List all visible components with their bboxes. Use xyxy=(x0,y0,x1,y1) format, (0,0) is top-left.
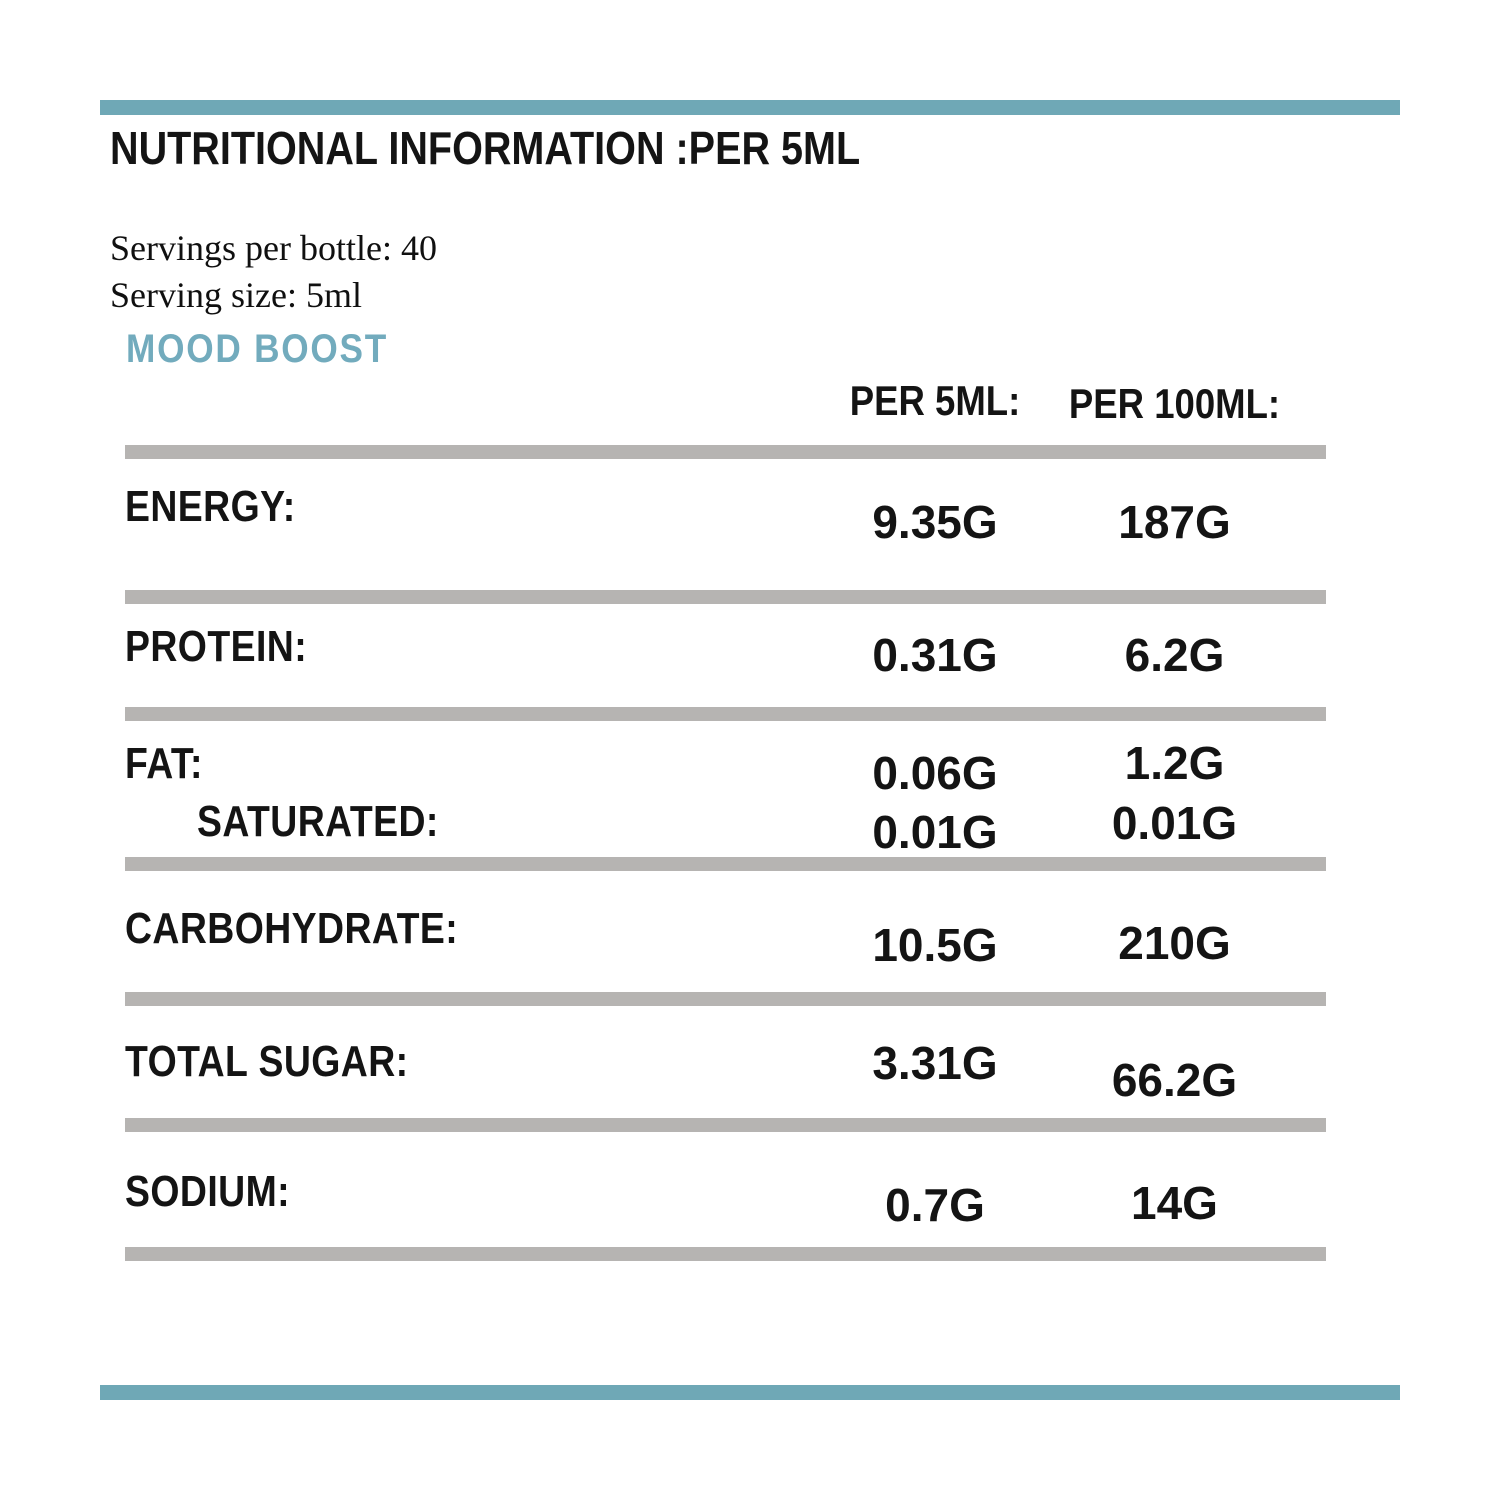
saturated-fat-label: SATURATED: xyxy=(197,797,439,846)
serving-size: Serving size: 5ml xyxy=(110,275,362,315)
page-title: NUTRITIONAL INFORMATION :PER 5ML xyxy=(110,122,861,174)
sodium-per-5ml-value: 0.7G xyxy=(885,1179,985,1231)
divider-line xyxy=(125,857,1326,871)
energy-label: ENERGY: xyxy=(125,482,296,531)
top-accent-bar xyxy=(100,100,1400,115)
fat-per-5ml-value: 0.06G xyxy=(872,747,998,799)
divider-line xyxy=(125,1118,1326,1132)
saturated-fat-per-5ml-value: 0.01G xyxy=(872,806,998,858)
column-header-per-100ml: PER 100ML: xyxy=(1068,380,1281,427)
divider-line xyxy=(125,1247,1326,1261)
fat-per-100ml-value: 1.2G xyxy=(1124,737,1225,789)
energy-per-5ml-value: 9.35G xyxy=(872,496,998,548)
column-header-per-5ml: PER 5ML: xyxy=(849,377,1021,424)
divider-line xyxy=(125,590,1326,604)
sodium-per-100ml-value: 14G xyxy=(1131,1177,1218,1229)
product-name: MOOD BOOST xyxy=(126,327,389,371)
divider-line xyxy=(125,445,1326,459)
total-sugar-label: TOTAL SUGAR: xyxy=(125,1037,409,1086)
fat-label: FAT: xyxy=(125,739,203,788)
bottom-accent-bar xyxy=(100,1385,1400,1400)
total-sugar-per-5ml-value: 3.31G xyxy=(872,1037,998,1089)
sodium-label: SODIUM: xyxy=(125,1167,291,1216)
divider-line xyxy=(125,707,1326,721)
protein-label: PROTEIN: xyxy=(125,622,308,671)
protein-per-100ml-value: 6.2G xyxy=(1124,629,1225,681)
servings-per-bottle: Servings per bottle: 40 xyxy=(110,228,437,268)
total-sugar-per-100ml-value: 66.2G xyxy=(1111,1054,1238,1106)
carbohydrate-per-100ml-value: 210G xyxy=(1118,917,1231,969)
carbohydrate-per-5ml-value: 10.5G xyxy=(872,919,998,971)
energy-per-100ml-value: 187G xyxy=(1118,496,1231,548)
divider-line xyxy=(125,992,1326,1006)
carbohydrate-label: CARBOHYDRATE: xyxy=(125,904,459,953)
protein-per-5ml-value: 0.31G xyxy=(872,629,998,681)
saturated-fat-per-100ml-value: 0.01G xyxy=(1111,797,1238,849)
